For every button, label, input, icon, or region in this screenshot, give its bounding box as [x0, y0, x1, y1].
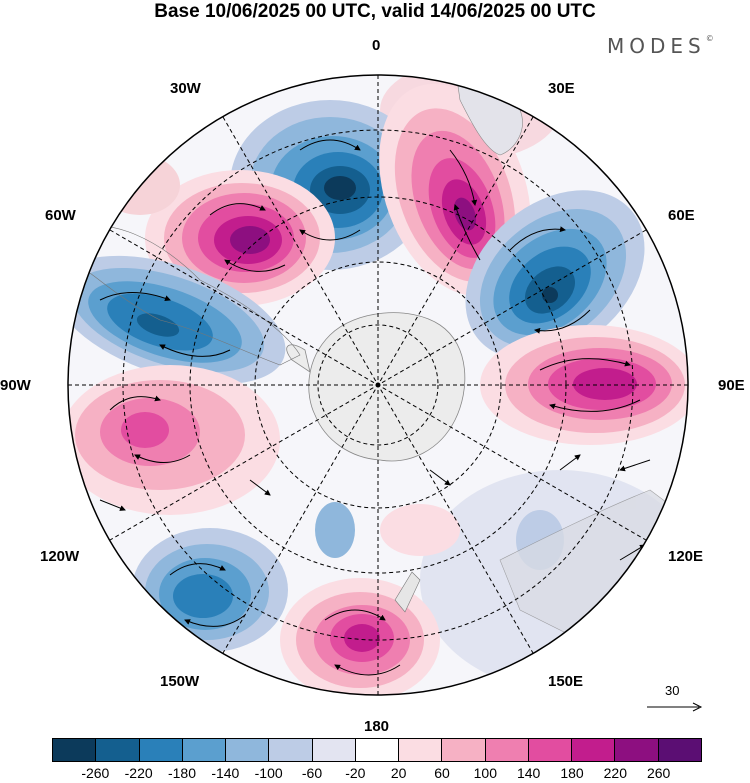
colorbar-tick-label: -180	[167, 765, 197, 781]
colorbar-tick-label: 180	[560, 765, 584, 781]
lon-label-150w: 150W	[160, 673, 200, 690]
colorbar-tick-label: 20	[390, 765, 407, 781]
low-anomaly-145w	[132, 528, 288, 652]
colorbar-swatch	[658, 739, 701, 761]
colorbar-swatch	[53, 739, 97, 761]
colorbar-swatch	[96, 739, 140, 761]
colorbar	[52, 738, 702, 762]
colorbar-tick-label: -20	[345, 765, 366, 781]
map-border	[67, 74, 689, 696]
low-anomaly-70w	[68, 255, 286, 385]
colorbar-tick-label: -260	[81, 765, 110, 781]
colorbar-tick-label: -220	[124, 765, 153, 781]
colorbar-swatch	[615, 739, 659, 761]
high-anomaly-100w	[68, 365, 280, 515]
colorbar-tick-label: -140	[211, 765, 240, 781]
high-anomaly-180	[280, 578, 440, 695]
colorbar-swatch	[312, 739, 356, 761]
colorbar-swatch	[572, 739, 616, 761]
lon-label-30e: 30E	[548, 80, 575, 97]
lon-label-180: 180	[364, 718, 390, 735]
lon-label-30w: 30W	[170, 80, 201, 97]
colorbar-swatch	[182, 739, 227, 761]
lon-label-120e: 120E	[668, 548, 704, 565]
colorbar-tick-label: 220	[603, 765, 628, 781]
colorbar-swatch	[399, 739, 443, 761]
high-anomaly-90e	[480, 325, 688, 445]
anomaly-field	[68, 75, 688, 695]
reference-vector-arrow	[647, 702, 703, 712]
colorbar-swatch	[442, 739, 486, 761]
colorbar-tick-label: 100	[473, 765, 498, 781]
lon-label-120w: 120W	[40, 548, 80, 565]
copyright-mark: ©	[705, 34, 714, 43]
colorbar-swatch	[355, 739, 400, 761]
colorbar-swatch	[485, 739, 529, 761]
lon-label-60e: 60E	[668, 207, 695, 224]
chart-title: Base 10/06/2025 00 UTC, valid 14/06/2025…	[154, 1, 596, 22]
lon-label-90w: 90W	[0, 377, 31, 394]
colorbar-swatch	[528, 739, 573, 761]
antarctica-landmass	[286, 312, 466, 462]
lon-label-60w: 60W	[45, 207, 76, 224]
modes-logo: MODES©	[607, 34, 714, 58]
lon-label-0: 0	[372, 37, 381, 54]
lon-label-90e: 90E	[718, 377, 745, 394]
colorbar-tick-label: -100	[254, 765, 283, 781]
colorbar-tick-label: -60	[301, 765, 323, 781]
wind-vectors	[99, 119, 651, 695]
reference-vector-value: 30	[665, 683, 680, 698]
colorbar-tick-label: 140	[516, 765, 541, 781]
colorbar-tick-label: 60	[434, 765, 450, 781]
south-pole-marker	[375, 382, 381, 388]
colorbar-swatch	[269, 739, 313, 761]
brand-name: MODES	[607, 34, 706, 58]
colorbar-swatch	[226, 739, 270, 761]
colorbar-tick-label: 260	[646, 765, 671, 781]
colorbar-swatch	[139, 739, 183, 761]
lon-label-150e: 150E	[548, 673, 584, 690]
